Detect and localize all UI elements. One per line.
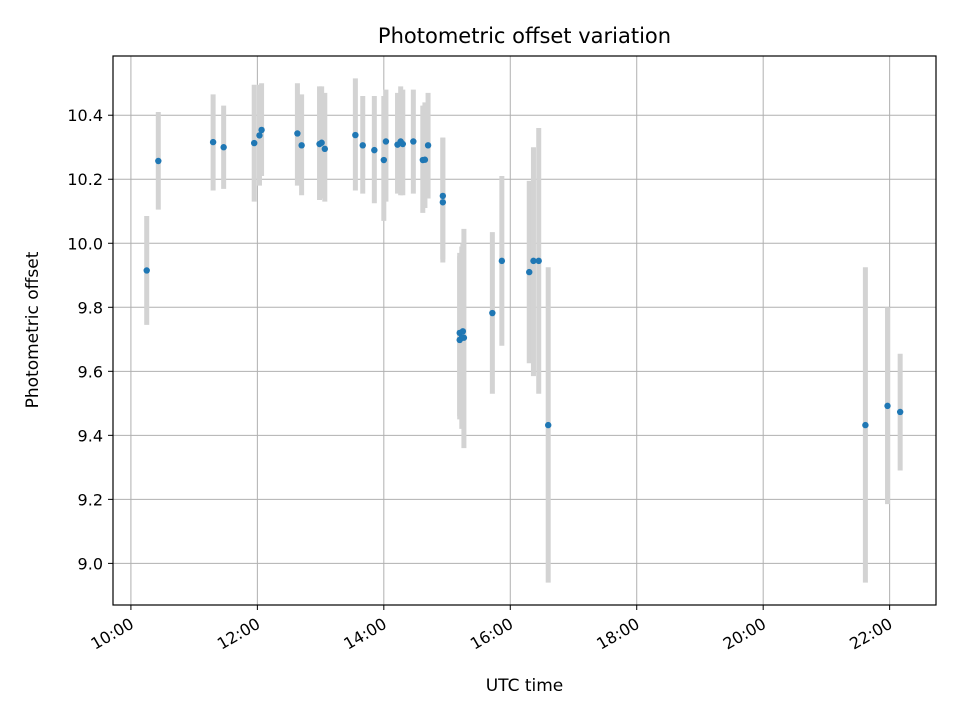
data-point	[862, 421, 869, 429]
data-point	[421, 156, 429, 163]
data-point	[459, 328, 467, 335]
data-point	[318, 139, 325, 146]
data-point	[410, 138, 417, 145]
y-tick-label: 10.0	[67, 234, 103, 253]
data-point	[399, 140, 406, 148]
data-point	[498, 257, 506, 265]
y-tick-label: 9.4	[78, 426, 103, 445]
grid-lines	[113, 56, 936, 605]
x-tick-label: 18:00	[593, 614, 642, 654]
y-tick-label: 10.2	[67, 170, 103, 189]
data-point	[439, 199, 447, 206]
y-axis-ticks: 9.0 9.2 9.4 9.6 9.8 10.0 10.2 10.4	[67, 106, 113, 573]
y-tick-label: 9.8	[78, 298, 103, 317]
data-point	[439, 192, 447, 200]
x-tick-label: 14:00	[340, 614, 389, 654]
data-point	[143, 267, 150, 274]
data-point	[382, 138, 390, 145]
data-points	[143, 126, 904, 429]
data-point	[371, 146, 378, 154]
data-point	[155, 157, 162, 165]
y-axis-label: Photometric offset	[23, 251, 43, 408]
data-point	[884, 402, 891, 410]
y-tick-label: 9.0	[78, 554, 103, 573]
data-point	[460, 334, 468, 341]
data-point	[352, 131, 359, 139]
x-tick-label: 10:00	[87, 614, 136, 654]
data-point	[359, 142, 366, 149]
data-point	[545, 421, 552, 429]
data-point	[298, 142, 305, 149]
x-tick-label: 22:00	[846, 614, 895, 654]
data-point	[258, 126, 265, 134]
data-point	[530, 257, 537, 265]
x-tick-label: 12:00	[214, 614, 263, 654]
y-tick-label: 9.2	[78, 490, 103, 509]
x-tick-label: 20:00	[720, 614, 769, 654]
data-point	[535, 257, 542, 265]
error-bars	[144, 78, 903, 583]
y-tick-label: 9.6	[78, 362, 103, 381]
data-point	[256, 132, 263, 139]
data-point	[209, 138, 217, 146]
y-tick-label: 10.4	[67, 106, 103, 125]
data-point	[220, 144, 227, 151]
x-tick-label: 16:00	[467, 614, 516, 654]
x-axis-ticks: 10:00 12:00 14:00 16:00 18:00 20:00 22:00	[87, 605, 896, 654]
chart-title: Photometric offset variation	[378, 24, 671, 48]
data-point	[424, 142, 432, 149]
data-point	[489, 309, 496, 317]
x-axis-label: UTC time	[486, 676, 564, 696]
data-point	[380, 156, 388, 164]
data-point	[251, 139, 258, 147]
data-point	[526, 268, 533, 276]
data-point	[896, 408, 904, 416]
data-point	[321, 145, 329, 153]
data-point	[294, 130, 301, 137]
plot-frame	[112, 55, 937, 606]
